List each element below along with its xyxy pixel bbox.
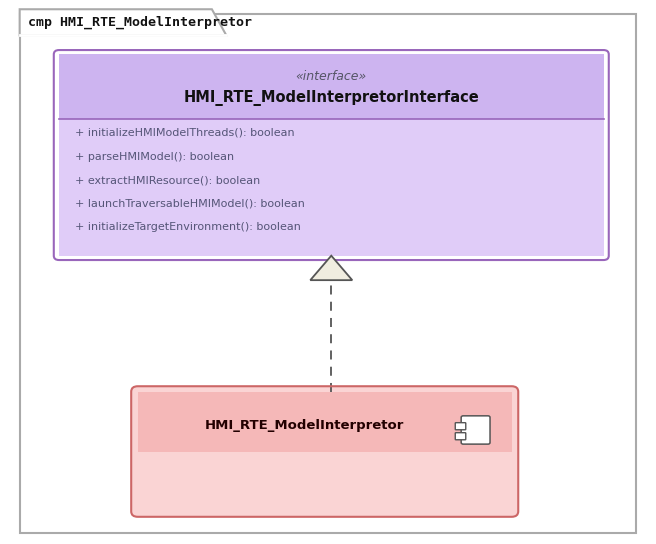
Text: HMI_RTE_ModelInterpretor: HMI_RTE_ModelInterpretor — [205, 419, 405, 432]
Polygon shape — [20, 9, 226, 35]
Text: HMI_RTE_ModelInterpretorInterface: HMI_RTE_ModelInterpretorInterface — [184, 90, 479, 106]
Text: cmp HMI_RTE_ModelInterpretor: cmp HMI_RTE_ModelInterpretor — [28, 16, 251, 29]
FancyBboxPatch shape — [131, 386, 518, 517]
Bar — [59, 54, 604, 119]
Text: + parseHMIModel(): boolean: + parseHMIModel(): boolean — [75, 152, 235, 162]
Bar — [138, 392, 512, 452]
Text: «interface»: «interface» — [296, 70, 367, 83]
Text: + initializeHMIModelThreads(): boolean: + initializeHMIModelThreads(): boolean — [75, 128, 295, 138]
Bar — [59, 119, 604, 256]
Text: + extractHMIResource(): boolean: + extractHMIResource(): boolean — [75, 175, 260, 185]
Text: + launchTraversableHMIModel(): boolean: + launchTraversableHMIModel(): boolean — [75, 199, 305, 209]
Text: + initializeTargetEnvironment(): boolean: + initializeTargetEnvironment(): boolean — [75, 222, 301, 232]
FancyBboxPatch shape — [455, 432, 466, 440]
Polygon shape — [310, 256, 352, 280]
FancyBboxPatch shape — [455, 423, 466, 430]
FancyBboxPatch shape — [461, 416, 490, 444]
